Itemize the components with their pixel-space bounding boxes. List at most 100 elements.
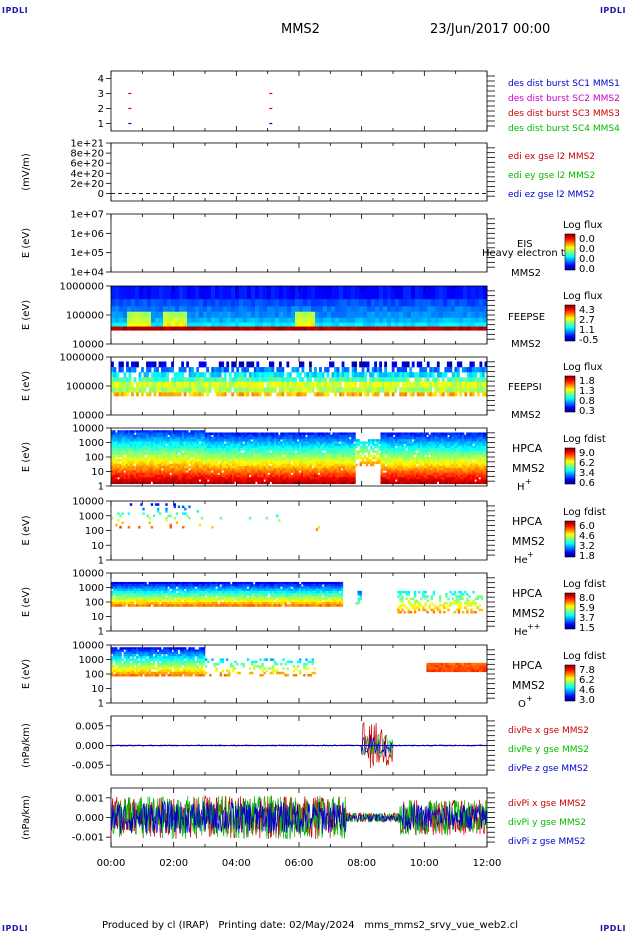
spectrogram-cell bbox=[313, 432, 317, 435]
spectrogram-cell bbox=[393, 450, 396, 453]
spectrogram-cell bbox=[331, 326, 336, 331]
spectrogram-cell bbox=[117, 470, 120, 473]
spectrogram-cell bbox=[292, 474, 296, 478]
spectrogram-cell bbox=[231, 322, 236, 327]
spectrogram-cell bbox=[280, 441, 283, 444]
spectrogram-cell bbox=[150, 465, 154, 469]
spectrogram-cell bbox=[404, 372, 408, 378]
spectrogram-cell bbox=[269, 434, 273, 438]
spectrogram-cell bbox=[227, 443, 231, 447]
spectrogram-cell bbox=[359, 463, 362, 467]
y-tick-label: 1e+07 bbox=[70, 210, 104, 221]
spectrogram-cell bbox=[395, 448, 398, 451]
spectrogram-cell bbox=[144, 434, 147, 438]
spectrogram-cell bbox=[259, 450, 262, 453]
spectrogram-cell bbox=[328, 465, 331, 469]
spectrogram-cell bbox=[420, 452, 423, 456]
spectrogram-cell bbox=[332, 463, 335, 467]
spectrogram-cell bbox=[342, 459, 346, 462]
spectrogram-cell bbox=[281, 392, 285, 397]
corner-label-top-right: IPDLI bbox=[599, 6, 626, 15]
spectrogram-cell bbox=[344, 457, 348, 460]
spectrogram-cell bbox=[471, 286, 476, 300]
spectrogram-cell bbox=[231, 392, 235, 397]
spectrogram-cell bbox=[369, 377, 372, 383]
spectrogram-cell bbox=[253, 387, 257, 393]
spectrogram-cell bbox=[179, 430, 183, 433]
spectrogram-cell bbox=[131, 436, 135, 440]
spectrogram-cell bbox=[127, 432, 131, 435]
spectrogram-cell bbox=[161, 430, 164, 433]
spectrogram-cell bbox=[317, 436, 321, 440]
spectrogram-cell bbox=[282, 461, 285, 464]
spectrogram-cell bbox=[327, 306, 332, 313]
spectrogram-cell bbox=[198, 372, 202, 378]
spectrogram-cell bbox=[265, 439, 268, 442]
spectrogram-cell bbox=[179, 463, 183, 467]
spectrogram-cell bbox=[184, 443, 187, 447]
spectrogram-cell bbox=[179, 441, 183, 444]
spectrogram-cell bbox=[186, 463, 189, 467]
spectrogram-cell bbox=[315, 326, 320, 331]
spectrogram-cell bbox=[196, 481, 200, 485]
spectrogram-cell bbox=[238, 377, 242, 383]
spectrogram-cell bbox=[176, 387, 179, 393]
spectrogram-cell bbox=[194, 457, 197, 460]
spectrogram-cell bbox=[420, 450, 423, 453]
spectrogram-cell bbox=[257, 450, 260, 453]
burst-panel-frame bbox=[110, 70, 488, 132]
spectrogram-cell bbox=[290, 452, 294, 456]
spectrogram-cell bbox=[146, 372, 149, 378]
spectrogram-cell bbox=[301, 434, 304, 438]
spectrogram-cell bbox=[411, 432, 415, 435]
spectrogram-cell bbox=[190, 463, 193, 467]
spectrogram-cell bbox=[253, 468, 256, 471]
spectrogram-cell bbox=[155, 306, 160, 313]
spectrogram-cell bbox=[136, 441, 139, 444]
spectrogram-cell bbox=[142, 434, 145, 438]
spectrogram-cell bbox=[464, 381, 468, 388]
spectrogram-cell bbox=[282, 470, 285, 473]
spectrogram-cell bbox=[356, 392, 360, 397]
spectrogram-cell bbox=[156, 465, 160, 469]
spectrogram-cell bbox=[248, 479, 252, 482]
spectrogram-cell bbox=[269, 448, 273, 451]
spectrogram-cell bbox=[209, 441, 212, 444]
spectrogram-cell bbox=[418, 448, 421, 451]
spectrogram-cell bbox=[125, 436, 129, 440]
spectrogram-cell bbox=[248, 461, 252, 464]
spectrogram-cell bbox=[351, 457, 354, 460]
spectrogram-cell bbox=[167, 311, 172, 319]
spectrogram-cell bbox=[169, 459, 172, 462]
spectrogram-cell bbox=[346, 377, 350, 383]
spectrogram-cell bbox=[184, 477, 187, 480]
spectrogram-cell bbox=[221, 361, 225, 368]
spectrogram-cell bbox=[169, 457, 172, 460]
spectrogram-cell bbox=[415, 286, 420, 300]
spectrogram-cell bbox=[146, 392, 149, 397]
spectrogram-cell bbox=[411, 472, 415, 476]
spectrogram-cell bbox=[123, 463, 126, 467]
spectrogram-cell bbox=[238, 454, 241, 458]
spectrogram-cell bbox=[332, 441, 335, 444]
spectrogram-cell bbox=[146, 361, 149, 368]
spectrogram-cell bbox=[144, 448, 147, 451]
spectrogram-cell bbox=[313, 443, 317, 447]
spectrogram-cell bbox=[242, 474, 245, 478]
spectrogram-cell bbox=[319, 477, 323, 480]
spectrogram-cell bbox=[407, 457, 411, 460]
spectrogram-cell bbox=[334, 472, 337, 476]
spectrogram-cell bbox=[456, 387, 460, 393]
spectrogram-cell bbox=[136, 381, 139, 388]
spectrogram-cell bbox=[367, 457, 371, 460]
spectrogram-cell bbox=[232, 459, 235, 462]
spectrogram-cell bbox=[175, 443, 179, 447]
colorbar-title: Log flux bbox=[563, 291, 603, 302]
spectrogram-cell bbox=[156, 441, 160, 444]
spectrogram-cell bbox=[361, 448, 365, 451]
spectrogram-cell bbox=[353, 450, 356, 453]
spectrogram-cell bbox=[286, 448, 289, 451]
spectrogram-cell bbox=[171, 432, 174, 435]
spectrogram-cell bbox=[166, 381, 169, 388]
spectrogram-cell bbox=[328, 443, 331, 447]
